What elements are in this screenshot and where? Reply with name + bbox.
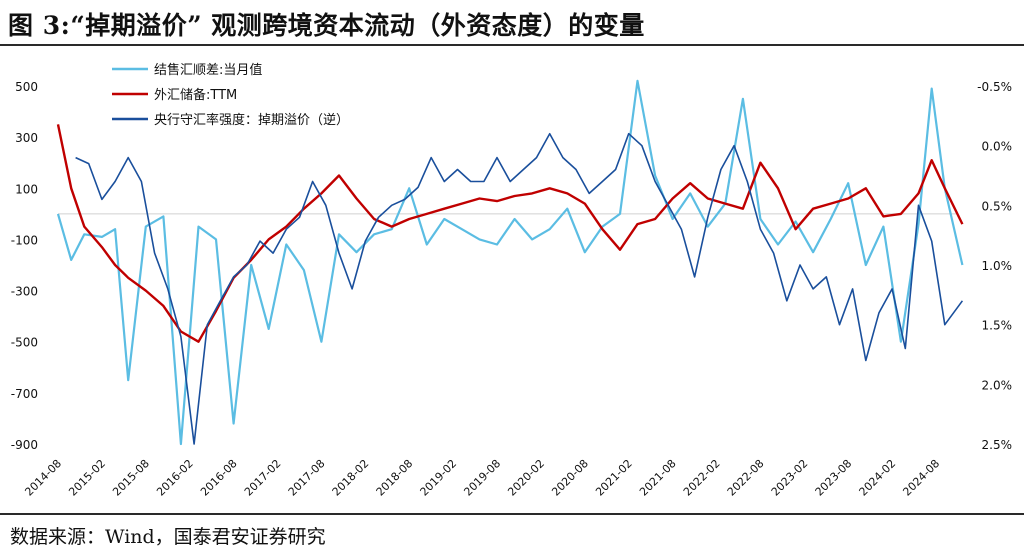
left-axis: 500 300 100 -100 -300 -500 -700 -900: [11, 80, 38, 452]
x-tick-label: 2023-02: [769, 457, 811, 499]
right-axis: -0.5% 0.0% 0.5% 1.0% 1.5% 2.0% 2.5%: [977, 80, 1012, 452]
x-tick-label: 2022-08: [725, 457, 767, 499]
x-tick-label: 2024-08: [900, 457, 942, 499]
bottom-rule: [0, 513, 1024, 515]
right-tick-label: 0.5%: [982, 199, 1013, 213]
x-tick-label: 2018-08: [374, 457, 416, 499]
legend-label: 央行守汇率强度：掉期溢价（逆）: [154, 112, 349, 128]
x-tick-label: 2020-08: [549, 457, 591, 499]
right-tick-label: 1.5%: [982, 319, 1013, 333]
series-line-1: [56, 79, 964, 446]
left-tick-label: -300: [11, 285, 38, 299]
right-tick-label: -0.5%: [977, 80, 1012, 94]
x-tick-label: 2020-02: [505, 457, 547, 499]
x-tick-label: 2015-08: [110, 457, 152, 499]
right-tick-label: 2.0%: [982, 378, 1013, 392]
x-tick-label: 2015-02: [66, 457, 108, 499]
x-tick-label: 2016-08: [198, 457, 240, 499]
right-tick-label: 1.0%: [982, 259, 1013, 273]
source-note: 数据来源：Wind，国泰君安证券研究: [10, 526, 326, 548]
left-tick-label: 100: [15, 182, 38, 196]
series-layer: [56, 79, 964, 446]
x-tick-label: 2017-08: [286, 457, 328, 499]
x-tick-label: 2023-08: [813, 457, 855, 499]
x-tick-label: 2021-08: [637, 457, 679, 499]
figure-title: 图 3:“掉期溢价” 观测跨境资本流动（外资态度）的变量: [8, 11, 645, 40]
right-tick-label: 2.5%: [982, 438, 1013, 452]
x-tick-label: 2018-02: [330, 457, 372, 499]
x-tick-label: 2024-02: [857, 457, 899, 499]
left-tick-label: -700: [11, 387, 38, 401]
x-tick-label: 2021-02: [593, 457, 635, 499]
x-tick-label: 2022-02: [681, 457, 723, 499]
right-tick-label: 0.0%: [982, 140, 1013, 154]
chart: 500 300 100 -100 -300 -500 -700 -900 -0.5% 0.0% 0…: [11, 62, 1012, 499]
x-tick-label: 2019-08: [461, 457, 503, 499]
x-tick-label: 2017-02: [242, 457, 284, 499]
series-line-3: [75, 132, 964, 445]
x-tick-label: 2019-02: [418, 457, 460, 499]
x-tick-label: 2016-02: [154, 457, 196, 499]
left-tick-label: 500: [15, 80, 38, 94]
x-tick-label: 2014-08: [22, 457, 64, 499]
left-tick-label: -100: [11, 233, 38, 247]
left-tick-label: 300: [15, 131, 38, 145]
left-tick-label: -500: [11, 336, 38, 350]
x-axis: 2014-08 2015-02 2015-08 2016-02 2016-08 2017-…: [22, 457, 942, 499]
series-line-2: [56, 124, 964, 343]
top-rule: [0, 44, 1024, 46]
legend-label: 外汇储备:TTM: [154, 87, 237, 103]
left-tick-label: -900: [11, 438, 38, 452]
legend-label: 结售汇顺差:当月值: [154, 62, 262, 78]
